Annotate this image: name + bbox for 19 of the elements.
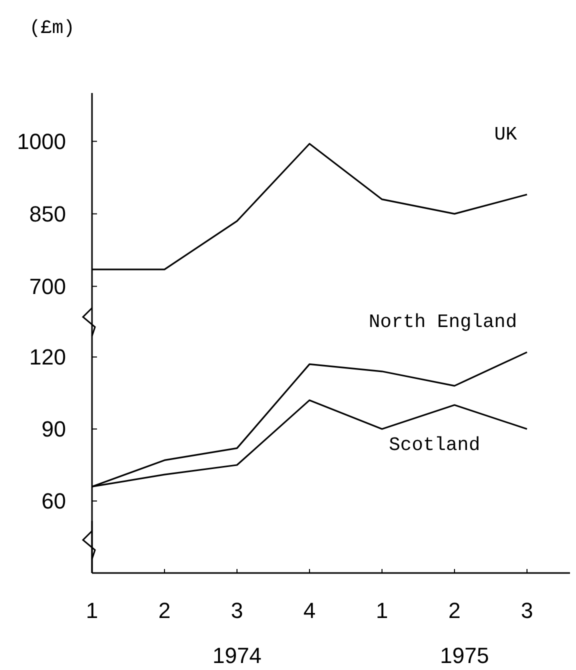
y-axis-title: (£m) <box>29 17 75 39</box>
y-tick-label: 700 <box>29 274 66 300</box>
text: UK <box>494 124 518 146</box>
x-tick-label: 3 <box>520 598 534 623</box>
text: 1974 <box>212 643 262 668</box>
x-tick-label: 1 <box>86 598 98 623</box>
x-tick-label: 2 <box>158 598 171 623</box>
y-tick-label: 120 <box>29 344 66 370</box>
series-label: North England <box>368 311 517 334</box>
y-tick-label: 90 <box>42 416 66 442</box>
text: 1975 <box>440 643 489 668</box>
x-tick-label: 3 <box>230 598 244 623</box>
series-label: Scotland <box>388 434 480 456</box>
y-tick-label: 60 <box>42 488 66 514</box>
x-tick-label: 1 <box>376 598 388 623</box>
x-tick-label: 2 <box>448 598 461 623</box>
y-tick-label: 1000 <box>17 129 66 154</box>
x-tick-label: 4 <box>303 598 316 623</box>
y-tick-label: 850 <box>29 202 66 227</box>
